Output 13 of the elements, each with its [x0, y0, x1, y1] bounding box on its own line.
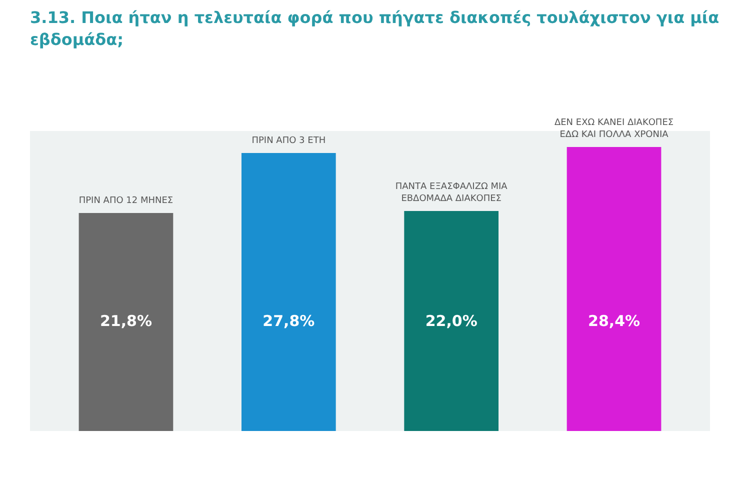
data-label: 21,8% — [100, 312, 152, 330]
bar — [78, 213, 174, 431]
x-tick-label: ΠΑΝΤΑ ΕΞΑΣΦΑΛΙΖΩ ΜΙΑ ΕΒΔΟΜΑΔΑ ΔΙΑΚΟΠΕΣ — [395, 182, 508, 204]
data-label: 28,4% — [588, 312, 640, 330]
data-label: 27,8% — [262, 312, 315, 330]
x-tick-label: ΠΡΙΝ ΑΠΟ 12 ΜΗΝΕΣ — [78, 196, 174, 206]
chart-title: 3.13. Ποια ήταν η τελευταία φορά που πήγατε διακοπές τουλάχιστον για μία εβδομάδα; — [30, 8, 720, 49]
bar — [566, 147, 662, 431]
bar — [241, 153, 336, 431]
data-label: 22,0% — [425, 312, 478, 330]
x-tick-label: ΠΡΙΝ ΑΠΟ 3 ΕΤΗ — [252, 136, 326, 146]
x-tick-label: ΔΕΝ ΕΧΩ ΚΑΝΕΙ ΔΙΑΚΟΠΕΣ ΕΔΩ ΚΑΙ ΠΟΛΛΑ ΧΡΟΝΙΑ — [554, 118, 674, 140]
bar — [404, 211, 499, 431]
